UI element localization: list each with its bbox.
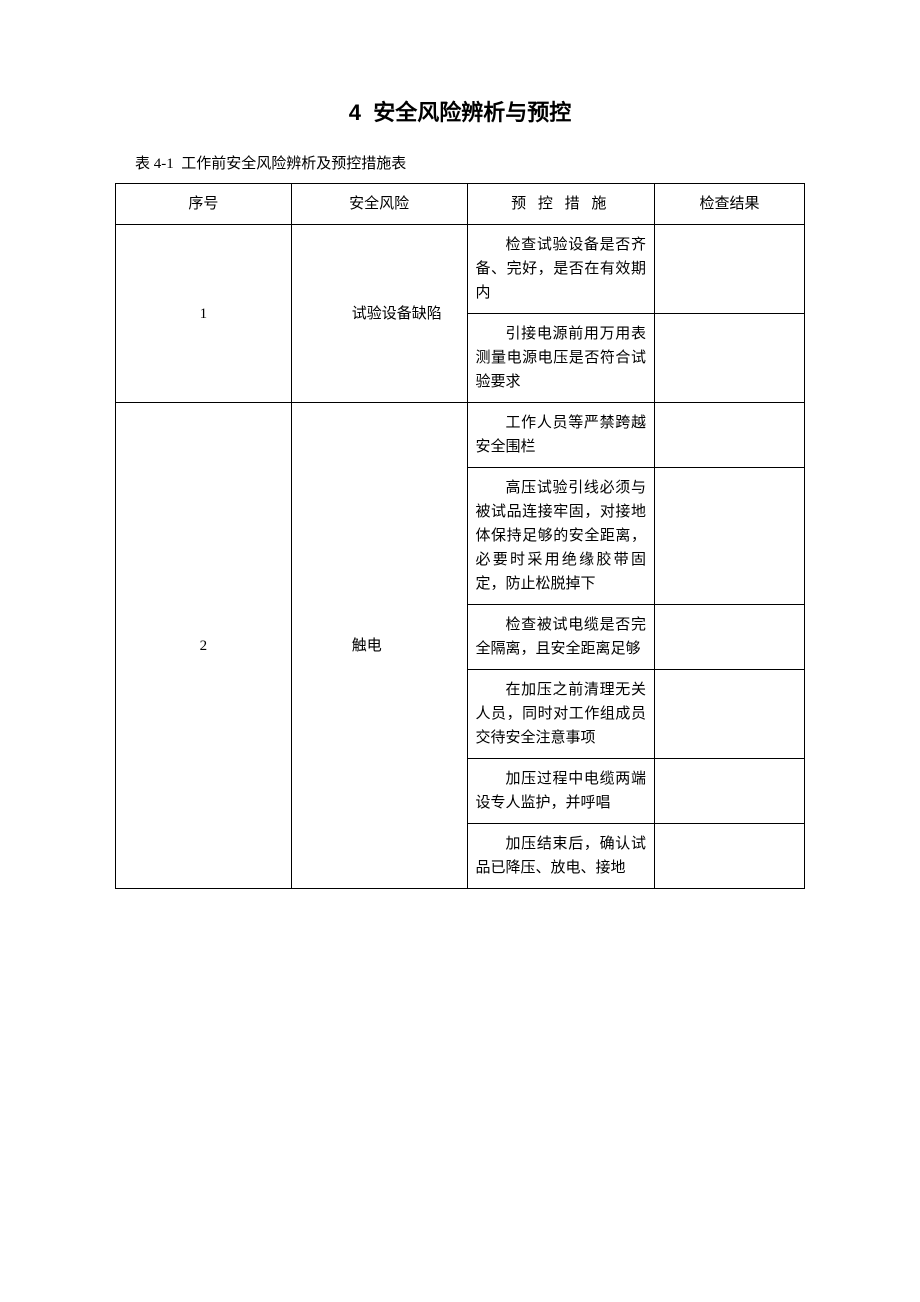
measure-cell: 检查试验设备是否齐备、完好，是否在有效期内 (467, 225, 654, 314)
section-title-text: 安全风险辨析与预控 (373, 100, 571, 125)
measure-cell: 在加压之前清理无关人员，同时对工作组成员交待安全注意事项 (467, 670, 654, 759)
result-cell (654, 670, 804, 759)
risk-cell: 触电 (291, 403, 467, 889)
table-caption: 表 4-1 工作前安全风险辨析及预控措施表 (135, 152, 805, 173)
result-cell (654, 468, 804, 605)
seq-cell: 2 (116, 403, 292, 889)
measure-cell: 高压试验引线必须与被试品连接牢固，对接地体保持足够的安全距离，必要时采用绝缘胶带… (467, 468, 654, 605)
table-caption-prefix: 表 4-1 (135, 156, 174, 172)
result-cell (654, 314, 804, 403)
header-risk: 安全风险 (291, 184, 467, 225)
measure-cell: 加压结束后，确认试品已降压、放电、接地 (467, 824, 654, 889)
table-body: 1 试验设备缺陷 检查试验设备是否齐备、完好，是否在有效期内 引接电源前用万用表… (116, 225, 805, 889)
result-cell (654, 403, 804, 468)
table-row: 2 触电 工作人员等严禁跨越安全围栏 (116, 403, 805, 468)
result-cell (654, 605, 804, 670)
header-result: 检查结果 (654, 184, 804, 225)
measure-cell: 工作人员等严禁跨越安全围栏 (467, 403, 654, 468)
result-cell (654, 225, 804, 314)
header-measure: 预 控 措 施 (467, 184, 654, 225)
section-number: 4 (349, 100, 361, 125)
table-caption-text: 工作前安全风险辨析及预控措施表 (181, 156, 406, 172)
table-header-row: 序号 安全风险 预 控 措 施 检查结果 (116, 184, 805, 225)
measure-cell: 加压过程中电缆两端设专人监护，并呼唱 (467, 759, 654, 824)
measure-cell: 检查被试电缆是否完全隔离，且安全距离足够 (467, 605, 654, 670)
seq-cell: 1 (116, 225, 292, 403)
table-row: 1 试验设备缺陷 检查试验设备是否齐备、完好，是否在有效期内 (116, 225, 805, 314)
risk-cell: 试验设备缺陷 (291, 225, 467, 403)
result-cell (654, 759, 804, 824)
result-cell (654, 824, 804, 889)
header-seq: 序号 (116, 184, 292, 225)
section-title: 4 安全风险辨析与预控 (115, 95, 805, 127)
measure-cell: 引接电源前用万用表测量电源电压是否符合试验要求 (467, 314, 654, 403)
risk-table: 序号 安全风险 预 控 措 施 检查结果 1 试验设备缺陷 检查试验设备是否齐备… (115, 183, 805, 889)
